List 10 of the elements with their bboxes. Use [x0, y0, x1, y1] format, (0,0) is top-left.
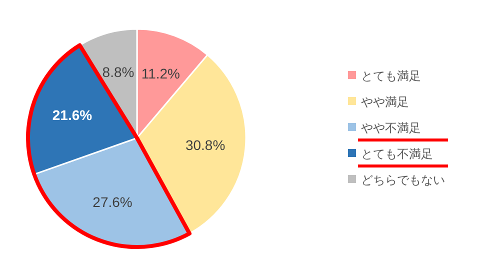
data-label: 30.8%: [185, 136, 226, 153]
data-label: 27.6%: [92, 194, 132, 210]
data-label: 21.6%: [52, 107, 93, 124]
data-label: 11.2%: [141, 66, 180, 82]
legend-label: とても満足: [361, 69, 421, 83]
legend-label: やや不満足: [361, 121, 421, 135]
legend-label: どちらでもない: [361, 173, 445, 187]
legend-label: とても不満足: [361, 147, 433, 161]
legend-label: やや満足: [361, 95, 409, 109]
data-label: 8.8%: [102, 64, 134, 80]
